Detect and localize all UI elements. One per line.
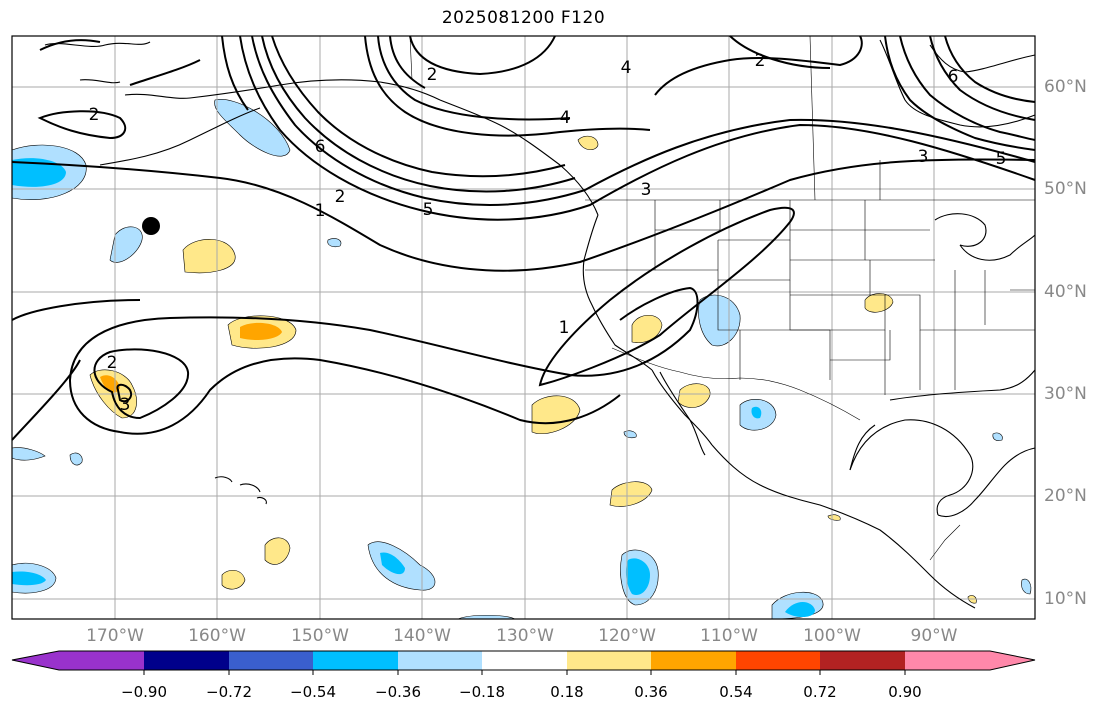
lon-label-90w: 90°W bbox=[910, 626, 958, 646]
lon-label-140w: 140°W bbox=[393, 626, 451, 646]
colorbar-tick-label: 0.90 bbox=[888, 683, 922, 701]
colorbar-tick-label: 0.36 bbox=[634, 683, 668, 701]
lon-label-170w: 170°W bbox=[86, 626, 144, 646]
lon-label-150w: 150°W bbox=[291, 626, 349, 646]
lon-label-110w: 110°W bbox=[700, 626, 758, 646]
colorbar-tick-label: 0.18 bbox=[550, 683, 584, 701]
plot-title: 2025081200 F120 bbox=[441, 8, 606, 28]
lat-label-40n: 40°N bbox=[1044, 282, 1087, 302]
contour-label: 6 bbox=[315, 137, 326, 157]
contour-label: 6 bbox=[948, 67, 959, 87]
contour-label: 3 bbox=[641, 180, 652, 200]
contour-label: 2 bbox=[89, 105, 100, 125]
contour-label: 1 bbox=[559, 318, 570, 338]
lon-label-100w: 100°W bbox=[803, 626, 861, 646]
colorbar-tick-label: 0.72 bbox=[803, 683, 837, 701]
contour-label: 4 bbox=[560, 108, 571, 128]
lat-label-10n: 10°N bbox=[1044, 589, 1087, 609]
borders bbox=[409, 35, 1035, 561]
lon-label-130w: 130°W bbox=[496, 626, 554, 646]
lon-label-160w: 160°W bbox=[188, 626, 246, 646]
colorbar-tick-label: 0.54 bbox=[719, 683, 753, 701]
contour-label: 2 bbox=[755, 51, 766, 71]
colorbar-tick-label: −0.90 bbox=[121, 683, 167, 701]
contour-label: 2 bbox=[427, 65, 438, 85]
location-marker bbox=[142, 217, 160, 235]
anomaly-shading bbox=[11, 99, 1032, 620]
lat-label-20n: 20°N bbox=[1044, 486, 1087, 506]
colorbar-tick-label: −0.18 bbox=[459, 683, 505, 701]
contour-label: 4 bbox=[621, 58, 632, 78]
lat-label-30n: 30°N bbox=[1044, 384, 1087, 404]
contour-label: 2 bbox=[107, 353, 118, 373]
colorbar bbox=[11, 650, 1036, 675]
lat-label-50n: 50°N bbox=[1044, 179, 1087, 199]
contour-label: 5 bbox=[996, 149, 1007, 169]
contour-label: 3 bbox=[120, 395, 131, 415]
colorbar-tick-label: −0.54 bbox=[290, 683, 336, 701]
colorbar-tick-label: −0.36 bbox=[375, 683, 421, 701]
lon-label-120w: 120°W bbox=[598, 626, 656, 646]
contour-label: 5 bbox=[423, 200, 434, 220]
contour-label: 1 bbox=[315, 201, 326, 221]
contours bbox=[11, 35, 1036, 441]
contour-label: 2 bbox=[335, 187, 346, 207]
contour-labels: 2 2 4 2 4 6 6 1 2 5 3 3 5 1 2 3 bbox=[89, 51, 1007, 415]
colorbar-tick-label: −0.72 bbox=[206, 683, 252, 701]
contour-label: 3 bbox=[918, 147, 929, 167]
lat-label-60n: 60°N bbox=[1044, 77, 1087, 97]
